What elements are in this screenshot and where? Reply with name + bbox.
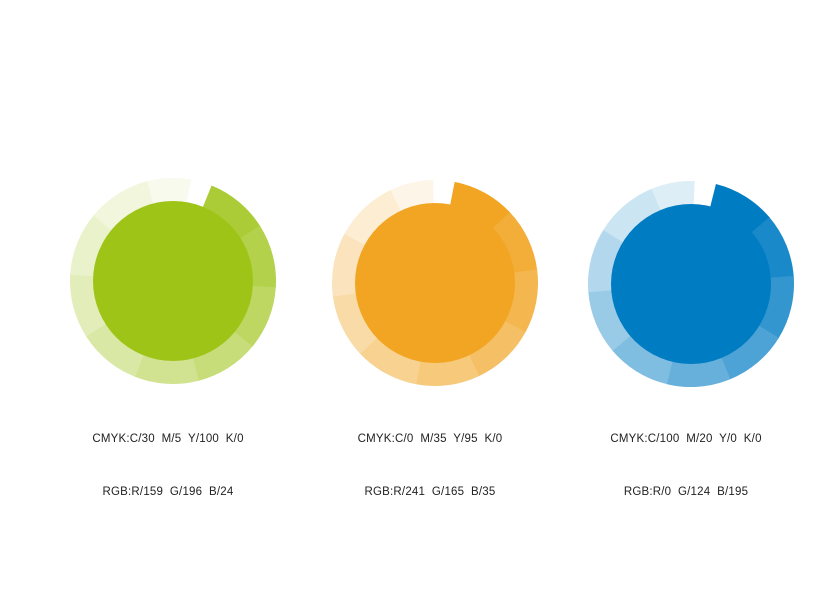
color-wheel-orange	[332, 180, 538, 386]
color-spec-green: CMYK:C/30 M/5 Y/100 K/0 RGB:R/159 G/196 …	[38, 396, 298, 536]
rgb-label: RGB:R/159 G/196 B/24	[102, 485, 234, 498]
color-spec-orange: CMYK:C/0 M/35 Y/95 K/0 RGB:R/241 G/165 B…	[300, 396, 560, 536]
color-spec-blue: CMYK:C/100 M/20 Y/0 K/0 RGB:R/0 G/124 B/…	[556, 396, 816, 536]
rgb-label: RGB:R/241 G/165 B/35	[364, 485, 496, 498]
cmyk-label: CMYK:C/100 M/20 Y/0 K/0	[610, 433, 762, 445]
color-wheel-green	[70, 178, 276, 384]
cmyk-label: CMYK:C/30 M/5 Y/100 K/0	[92, 433, 244, 445]
rgb-label: RGB:R/0 G/124 B/195	[623, 485, 749, 498]
cmyk-label: CMYK:C/0 M/35 Y/95 K/0	[357, 433, 503, 445]
color-wheel-blue	[588, 181, 794, 387]
